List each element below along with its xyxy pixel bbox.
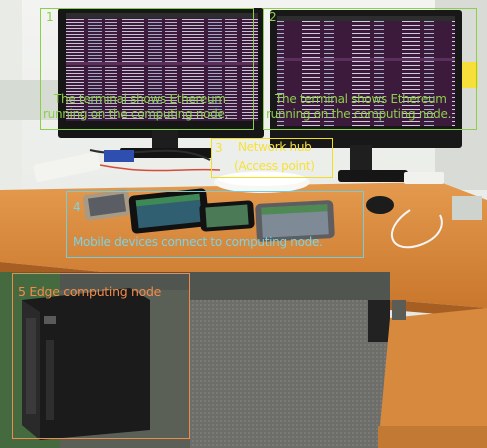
edge-node-caption: 5 Edge computing node	[18, 285, 161, 298]
network-hub-caption-line1: Network hub	[238, 141, 311, 154]
monitor-right-caption-line1: The terminal shows Ethereum	[275, 93, 447, 106]
monitor-left-caption-line1: The terminal shows Ethereum	[54, 93, 226, 106]
mouse	[366, 196, 394, 214]
annotation-number-3: 3	[215, 141, 223, 155]
annotation-number-2: 2	[269, 10, 277, 24]
annotation-number-4: 4	[73, 200, 81, 214]
monitor-right-caption-line2: running on the computing node.	[266, 108, 451, 121]
usb-device	[104, 150, 134, 162]
annotation-number-1: 1	[46, 10, 54, 24]
carpet	[190, 300, 390, 448]
mobile-devices-caption: Mobile devices connect to computing node…	[73, 236, 323, 249]
monitor-left-caption-line2: running on the computing node.	[43, 108, 228, 121]
network-hub-caption-line2: (Access point)	[234, 160, 315, 173]
